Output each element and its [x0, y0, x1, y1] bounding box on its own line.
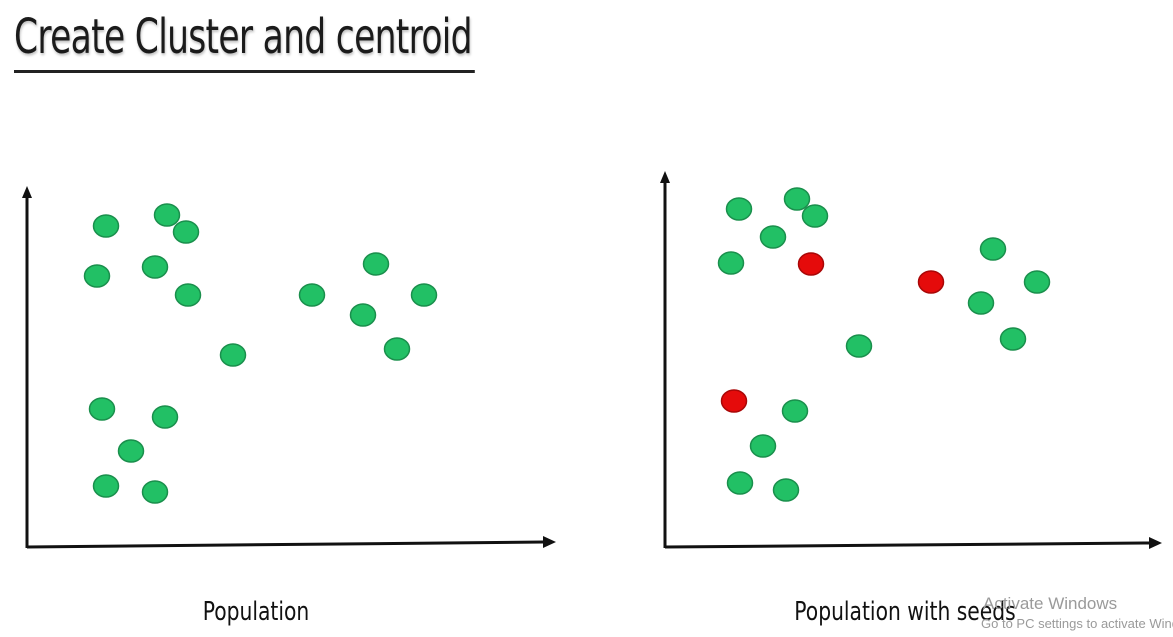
population-with-seeds-caption: Population with seeds	[794, 597, 1016, 627]
left-panel	[22, 186, 556, 549]
right-panel	[660, 171, 1162, 549]
population-point-right-9	[1023, 270, 1051, 294]
population-point-right-8	[979, 237, 1007, 261]
watermark-title: Activate Windows	[983, 594, 1118, 613]
population-point-left-3	[172, 220, 200, 244]
population-point-right-15	[749, 434, 777, 458]
population-point-left-15	[117, 439, 145, 463]
population-point-right-14	[781, 399, 809, 423]
population-point-right-17	[772, 478, 800, 502]
right-axes	[660, 171, 1162, 549]
population-point-right-5	[717, 251, 745, 275]
left-points	[83, 203, 438, 504]
population-point-left-12	[383, 337, 411, 361]
population-point-right-10	[967, 291, 995, 315]
left-x-arrowhead	[543, 536, 556, 548]
population-point-left-16	[92, 474, 120, 498]
left-y-arrowhead	[22, 186, 32, 198]
seed-point-right-13	[720, 389, 748, 413]
population-point-left-14	[151, 405, 179, 429]
population-point-left-10	[349, 303, 377, 327]
right-y-arrowhead	[660, 171, 670, 183]
right-x-arrowhead	[1149, 537, 1162, 549]
population-point-left-1	[92, 214, 120, 238]
right-points	[717, 187, 1051, 502]
population-point-left-2	[153, 203, 181, 227]
population-point-right-2	[783, 187, 811, 211]
population-point-left-4	[83, 264, 111, 288]
population-point-right-3	[801, 204, 829, 228]
population-point-left-11	[410, 283, 438, 307]
right-x-axis	[664, 541, 1151, 549]
population-point-right-1	[725, 197, 753, 221]
population-point-left-8	[298, 283, 326, 307]
watermark-subtitle: Go to PC settings to activate Windows.	[981, 616, 1173, 631]
population-point-left-5	[141, 255, 169, 279]
population-point-right-12	[845, 334, 873, 358]
population-point-left-13	[88, 397, 116, 421]
population-point-left-9	[362, 252, 390, 276]
population-point-left-7	[219, 343, 247, 367]
windows-activation-watermark: Activate Windows Go to PC settings to ac…	[981, 592, 1173, 636]
population-point-left-6	[174, 283, 202, 307]
left-x-axis	[26, 540, 545, 549]
seed-point-right-6	[797, 252, 825, 276]
seed-point-right-7	[917, 270, 945, 294]
population-caption: Population	[202, 597, 310, 627]
population-point-right-16	[726, 471, 754, 495]
population-point-right-11	[999, 327, 1027, 351]
population-point-right-4	[759, 225, 787, 249]
slide-title: Create Cluster and centroid	[14, 4, 475, 73]
left-axes	[22, 186, 556, 549]
population-point-left-17	[141, 480, 169, 504]
